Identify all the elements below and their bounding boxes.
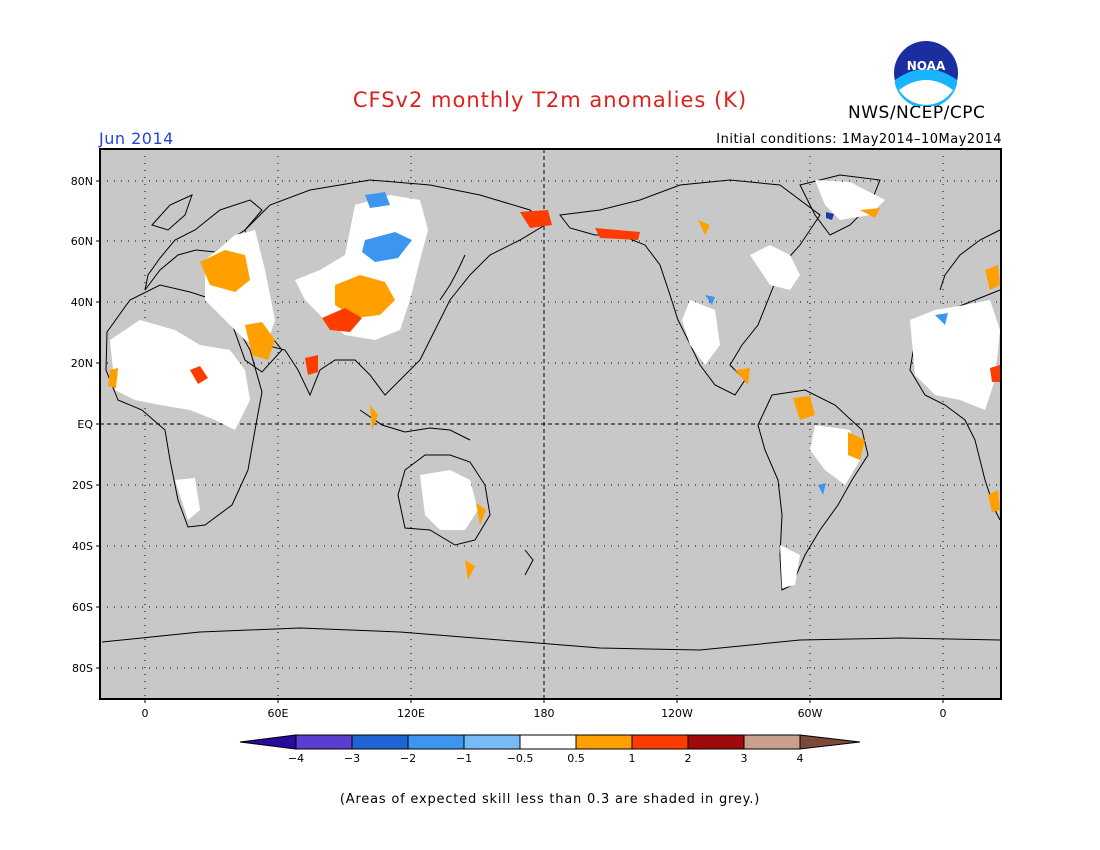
colorbar-labels: −4 −3 −2 −1 −0.5 0.5 1 2 3 4	[288, 752, 804, 765]
y-tick-label: 40N	[71, 296, 93, 309]
agency-label: NWS/NCEP/CPC	[848, 103, 986, 123]
initial-conditions: Initial conditions: 1May2014–10May2014	[716, 132, 1002, 147]
x-tick-label: 120E	[397, 707, 425, 720]
colorbar-label: 0.5	[567, 752, 585, 765]
colorbar-box	[295, 734, 353, 750]
colorbar-box	[575, 734, 633, 750]
colorbar-arrow-low	[239, 734, 297, 750]
y-tick-label: 40S	[72, 540, 93, 553]
colorbar-label: 4	[797, 752, 804, 765]
x-tick-label: 60W	[798, 707, 823, 720]
colorbar-label: 1	[629, 752, 636, 765]
anomaly-patches	[108, 180, 1000, 588]
x-tick-label: 0	[940, 707, 947, 720]
y-tick-label: 80S	[72, 662, 93, 675]
colorbar-label: 2	[685, 752, 692, 765]
y-tick-label: 20S	[72, 479, 93, 492]
x-tick-label: 60E	[268, 707, 289, 720]
noaa-logo-text: NOAA	[907, 59, 946, 73]
y-tick-label: EQ	[77, 418, 93, 431]
colorbar-box	[631, 734, 689, 750]
x-tick-label: 120W	[661, 707, 693, 720]
y-tick-label: 60N	[71, 235, 93, 248]
axis-labels: 0 60E 120E 180 120W 60W 0 80N 60N 40N 20N EQ 20S 40S 6…	[71, 175, 947, 720]
forecast-month: Jun 2014	[99, 129, 174, 148]
colorbar-label: −0.5	[507, 752, 534, 765]
colorbar-label: −3	[344, 752, 360, 765]
colorbar-label: −4	[288, 752, 304, 765]
colorbar-box	[687, 734, 745, 750]
colorbar-label: −1	[456, 752, 472, 765]
colorbar-box	[407, 734, 465, 750]
x-tick-label: 0	[142, 707, 149, 720]
footnote: (Areas of expected skill less than 0.3 a…	[339, 792, 761, 807]
y-tick-label: 20N	[71, 357, 93, 370]
colorbar-box	[743, 734, 801, 750]
y-tick-label: 60S	[72, 601, 93, 614]
chart-title: CFSv2 monthly T2m anomalies (K)	[352, 88, 748, 112]
colorbar-arrow-high	[799, 734, 861, 750]
colorbar-box	[463, 734, 521, 750]
colorbar-box	[519, 734, 577, 750]
colorbar-label: −2	[400, 752, 416, 765]
colorbar-box	[351, 734, 409, 750]
x-tick-label: 180	[534, 707, 555, 720]
colorbar-segments	[239, 734, 861, 750]
noaa-logo: NOAA	[894, 41, 958, 106]
colorbar-label: 3	[741, 752, 748, 765]
y-tick-label: 80N	[71, 175, 93, 188]
